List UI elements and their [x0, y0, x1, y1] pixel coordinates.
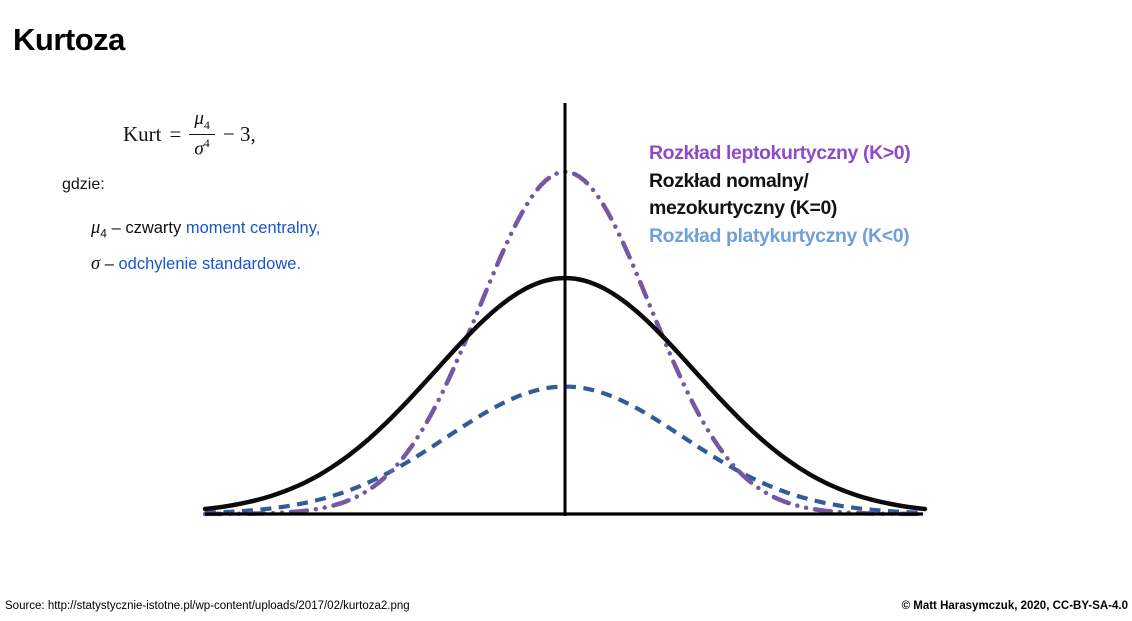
formula-numerator: μ4: [189, 108, 215, 134]
mu-subscript: 4: [100, 226, 107, 241]
definition-text: –: [100, 255, 119, 274]
kurtosis-formula: Kurt = μ4 σ4 − 3,: [123, 108, 256, 160]
page-title: Kurtoza: [13, 22, 125, 57]
link-odchylenie-standardowe[interactable]: odchylenie standardowe.: [118, 255, 302, 274]
mu-symbol: μ: [91, 218, 101, 238]
formula-denominator: σ4: [189, 133, 215, 160]
sigma-symbol: σ: [194, 138, 204, 160]
mu-subscript: 4: [203, 117, 210, 132]
legend-normal-line2: mezokurtyczny (K=0): [649, 197, 837, 219]
formula-fraction: μ4 σ4: [189, 108, 215, 160]
definition-text: – czwarty: [106, 219, 186, 237]
legend-normal-line1: Rozkład nomalny/: [649, 169, 809, 192]
mu-symbol: μ: [194, 108, 204, 129]
legend-leptokurtic: Rozkład leptokurtyczny (K>0): [649, 142, 911, 164]
copyright: © Matt Harasymczuk, 2020, CC-BY-SA-4.0: [901, 600, 1128, 612]
source-url: Source: http://statystycznie-istotne.pl/…: [5, 600, 410, 612]
legend-platykurtic: Rozkład platykurtyczny (K<0): [649, 224, 910, 247]
formula-equals: =: [169, 122, 182, 147]
formula-tail: − 3,: [222, 122, 256, 147]
definition-mu: μ4 – czwarty moment centralny,: [91, 213, 320, 249]
definitions: μ4 – czwarty moment centralny, σ – odchy…: [91, 213, 320, 280]
sigma-symbol: σ: [91, 254, 101, 275]
formula-lhs: Kurt: [123, 122, 162, 147]
legend: Rozkład leptokurtyczny (K>0) Rozkład nom…: [649, 140, 911, 250]
link-moment-centralny[interactable]: moment centralny,: [185, 219, 321, 237]
sigma-exponent: 4: [203, 135, 210, 150]
definition-sigma: σ – odchylenie standardowe.: [91, 249, 320, 280]
where-label: gdzie:: [62, 176, 105, 193]
